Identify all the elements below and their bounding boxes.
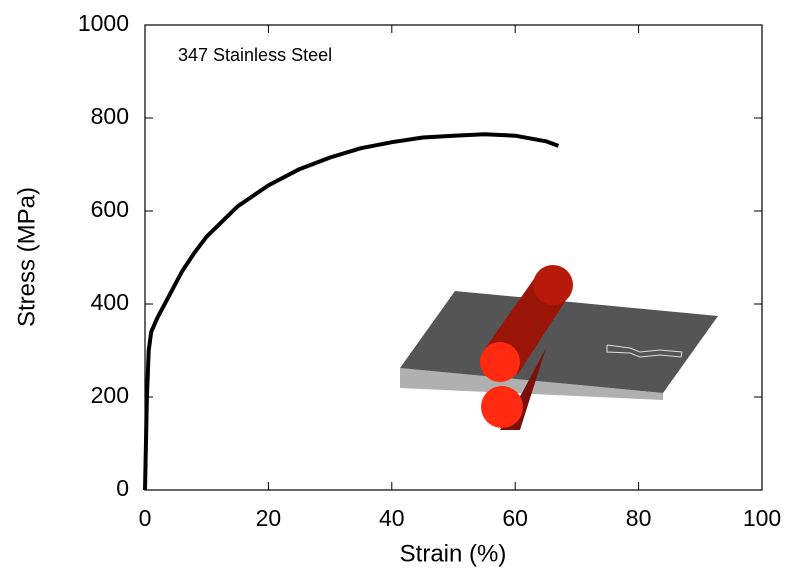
x-tick-label: 80	[626, 505, 652, 531]
x-tick-label: 60	[502, 505, 528, 531]
x-tick-label: 20	[256, 505, 282, 531]
stress-strain-curve	[143, 132, 560, 491]
plot-frame	[144, 24, 763, 491]
y-tick-label: 400	[91, 289, 129, 315]
y-tick-label: 800	[91, 103, 129, 129]
x-axis-label: Strain (%)	[400, 540, 507, 567]
y-tick-label: 600	[91, 196, 129, 222]
x-tick-label: 0	[139, 505, 152, 531]
y-tick-label: 0	[116, 475, 129, 501]
annotation: 347 Stainless Steel	[178, 45, 332, 65]
y-tick-label: 1000	[78, 10, 129, 36]
y-tick-label: 200	[91, 382, 129, 408]
x-tick-label: 40	[379, 505, 405, 531]
x-tick-label: 100	[743, 505, 781, 531]
rolling-illustration	[400, 265, 718, 430]
y-axis-label: Stress (MPa)	[13, 187, 40, 327]
